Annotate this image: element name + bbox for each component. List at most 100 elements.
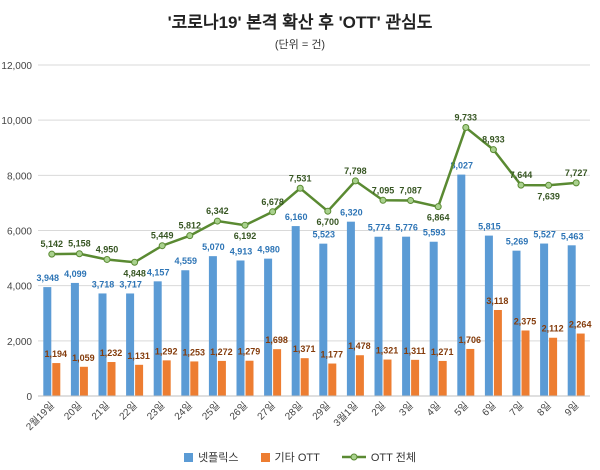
bar-netflix [181,270,190,396]
point-ott-total [213,217,221,225]
data-label-other-ott: 3,118 [486,296,508,306]
data-label-other-ott: 1,478 [348,341,371,351]
point-ott-total [434,203,442,211]
bar-other-ott [549,337,558,396]
point-ott-total [517,181,525,189]
chart-title: '코로나19' 본격 확산 후 'OTT' 관심도 [167,13,433,32]
data-label-other-ott: 1,706 [459,335,482,345]
data-label-netflix: 3,948 [37,273,60,283]
bar-other-ott [162,360,171,396]
data-label-other-ott: 1,311 [404,346,426,356]
legend-label: 기타 OTT [274,452,320,464]
x-tick-label: 28일 [282,400,305,423]
data-label-other-ott: 1,194 [45,349,68,359]
bar-netflix [98,293,107,396]
data-label-netflix: 6,160 [285,212,308,222]
data-label-other-ott: 1,272 [210,347,233,357]
x-tick-label: 21일 [89,400,112,423]
legend-swatch [184,452,194,462]
y-tick-label: 6,000 [7,227,32,238]
data-label-ott-total: 5,812 [179,221,202,231]
x-tick-label: 27일 [255,400,278,423]
chart-subtitle: (단위 = 건) [274,39,326,51]
x-tick-label: 9일 [562,400,581,419]
bar-other-ott [493,309,502,396]
bar-netflix [457,174,466,396]
data-label-netflix: 5,070 [202,242,225,252]
data-label-other-ott: 2,375 [514,316,537,326]
data-label-ott-total: 6,864 [427,213,450,223]
bar-other-ott [466,348,475,396]
data-label-other-ott: 1,279 [238,347,261,357]
bar-netflix [236,260,245,396]
point-ott-total [462,124,470,132]
data-label-netflix: 5,527 [533,230,556,240]
x-tick-label: 29일 [310,400,333,423]
data-label-netflix: 3,718 [92,279,115,289]
legend-item-other-ott: 기타 OTT [260,449,320,465]
bar-netflix [291,226,300,396]
point-ott-total [351,177,359,185]
data-label-ott-total: 5,142 [41,239,64,249]
data-label-ott-total: 7,095 [372,185,395,195]
data-label-ott-total: 7,798 [344,166,367,176]
data-label-netflix: 4,099 [64,269,87,279]
data-label-ott-total: 7,644 [510,170,533,180]
x-tick-label: 6일 [480,400,499,419]
bar-netflix [512,250,521,396]
point-ott-total [48,250,56,258]
data-label-ott-total: 7,087 [399,186,422,196]
data-label-other-ott: 1,292 [155,346,178,356]
data-label-netflix: 6,320 [340,208,363,218]
bar-netflix [70,282,79,396]
point-ott-total [241,221,249,229]
data-label-ott-total: 6,192 [234,231,257,241]
x-tick-label: 5일 [452,400,471,419]
bar-netflix [484,235,493,396]
bar-netflix [153,281,162,396]
legend-label: OTT 전체 [370,452,416,464]
bar-netflix [374,236,383,396]
data-label-netflix: 5,774 [368,223,391,233]
data-label-netflix: 8,027 [451,161,474,171]
data-label-other-ott: 1,698 [265,335,288,345]
data-label-other-ott: 1,271 [431,347,454,357]
bar-other-ott [217,360,226,396]
legend-item-netflix: 넷플릭스 [184,449,239,465]
point-ott-total [269,208,277,216]
bar-other-ott [355,355,364,396]
data-label-ott-total: 7,727 [565,168,588,178]
bar-netflix [208,256,217,396]
data-label-other-ott: 1,059 [72,353,95,363]
data-label-ott-total: 5,449 [151,231,174,241]
bar-netflix [319,243,328,396]
legend-swatch [260,452,270,462]
data-label-ott-total: 7,531 [289,173,312,183]
data-label-other-ott: 2,112 [542,324,564,334]
point-ott-total [186,232,194,240]
legend: 넷플릭스 기타 OTT OTT 전체 [0,449,600,465]
x-tick-label: 4일 [424,400,443,419]
y-tick-label: 4,000 [7,282,32,293]
bar-netflix [346,221,355,396]
bar-other-ott [411,359,420,396]
data-label-other-ott: 1,177 [321,350,344,360]
data-label-ott-total: 7,639 [537,191,560,201]
line-ott-total [51,125,577,264]
x-tick-label: 25일 [200,400,223,423]
point-ott-total [545,181,553,189]
data-label-other-ott: 1,371 [293,344,316,354]
bar-other-ott [245,360,254,396]
data-label-ott-total: 5,158 [68,239,91,249]
data-label-other-ott: 1,232 [100,348,123,358]
data-label-ott-total: 4,950 [96,244,119,254]
y-tick-label: 12,000 [1,61,32,72]
bar-netflix [567,245,576,396]
point-ott-total [131,258,139,266]
data-label-ott-total: 6,700 [317,217,340,227]
bar-netflix [264,258,273,396]
x-tick-label: 2월19일 [24,400,57,433]
x-tick-label: 26일 [227,400,250,423]
bar-other-ott [328,363,337,396]
x-tick-label: 20일 [62,400,85,423]
